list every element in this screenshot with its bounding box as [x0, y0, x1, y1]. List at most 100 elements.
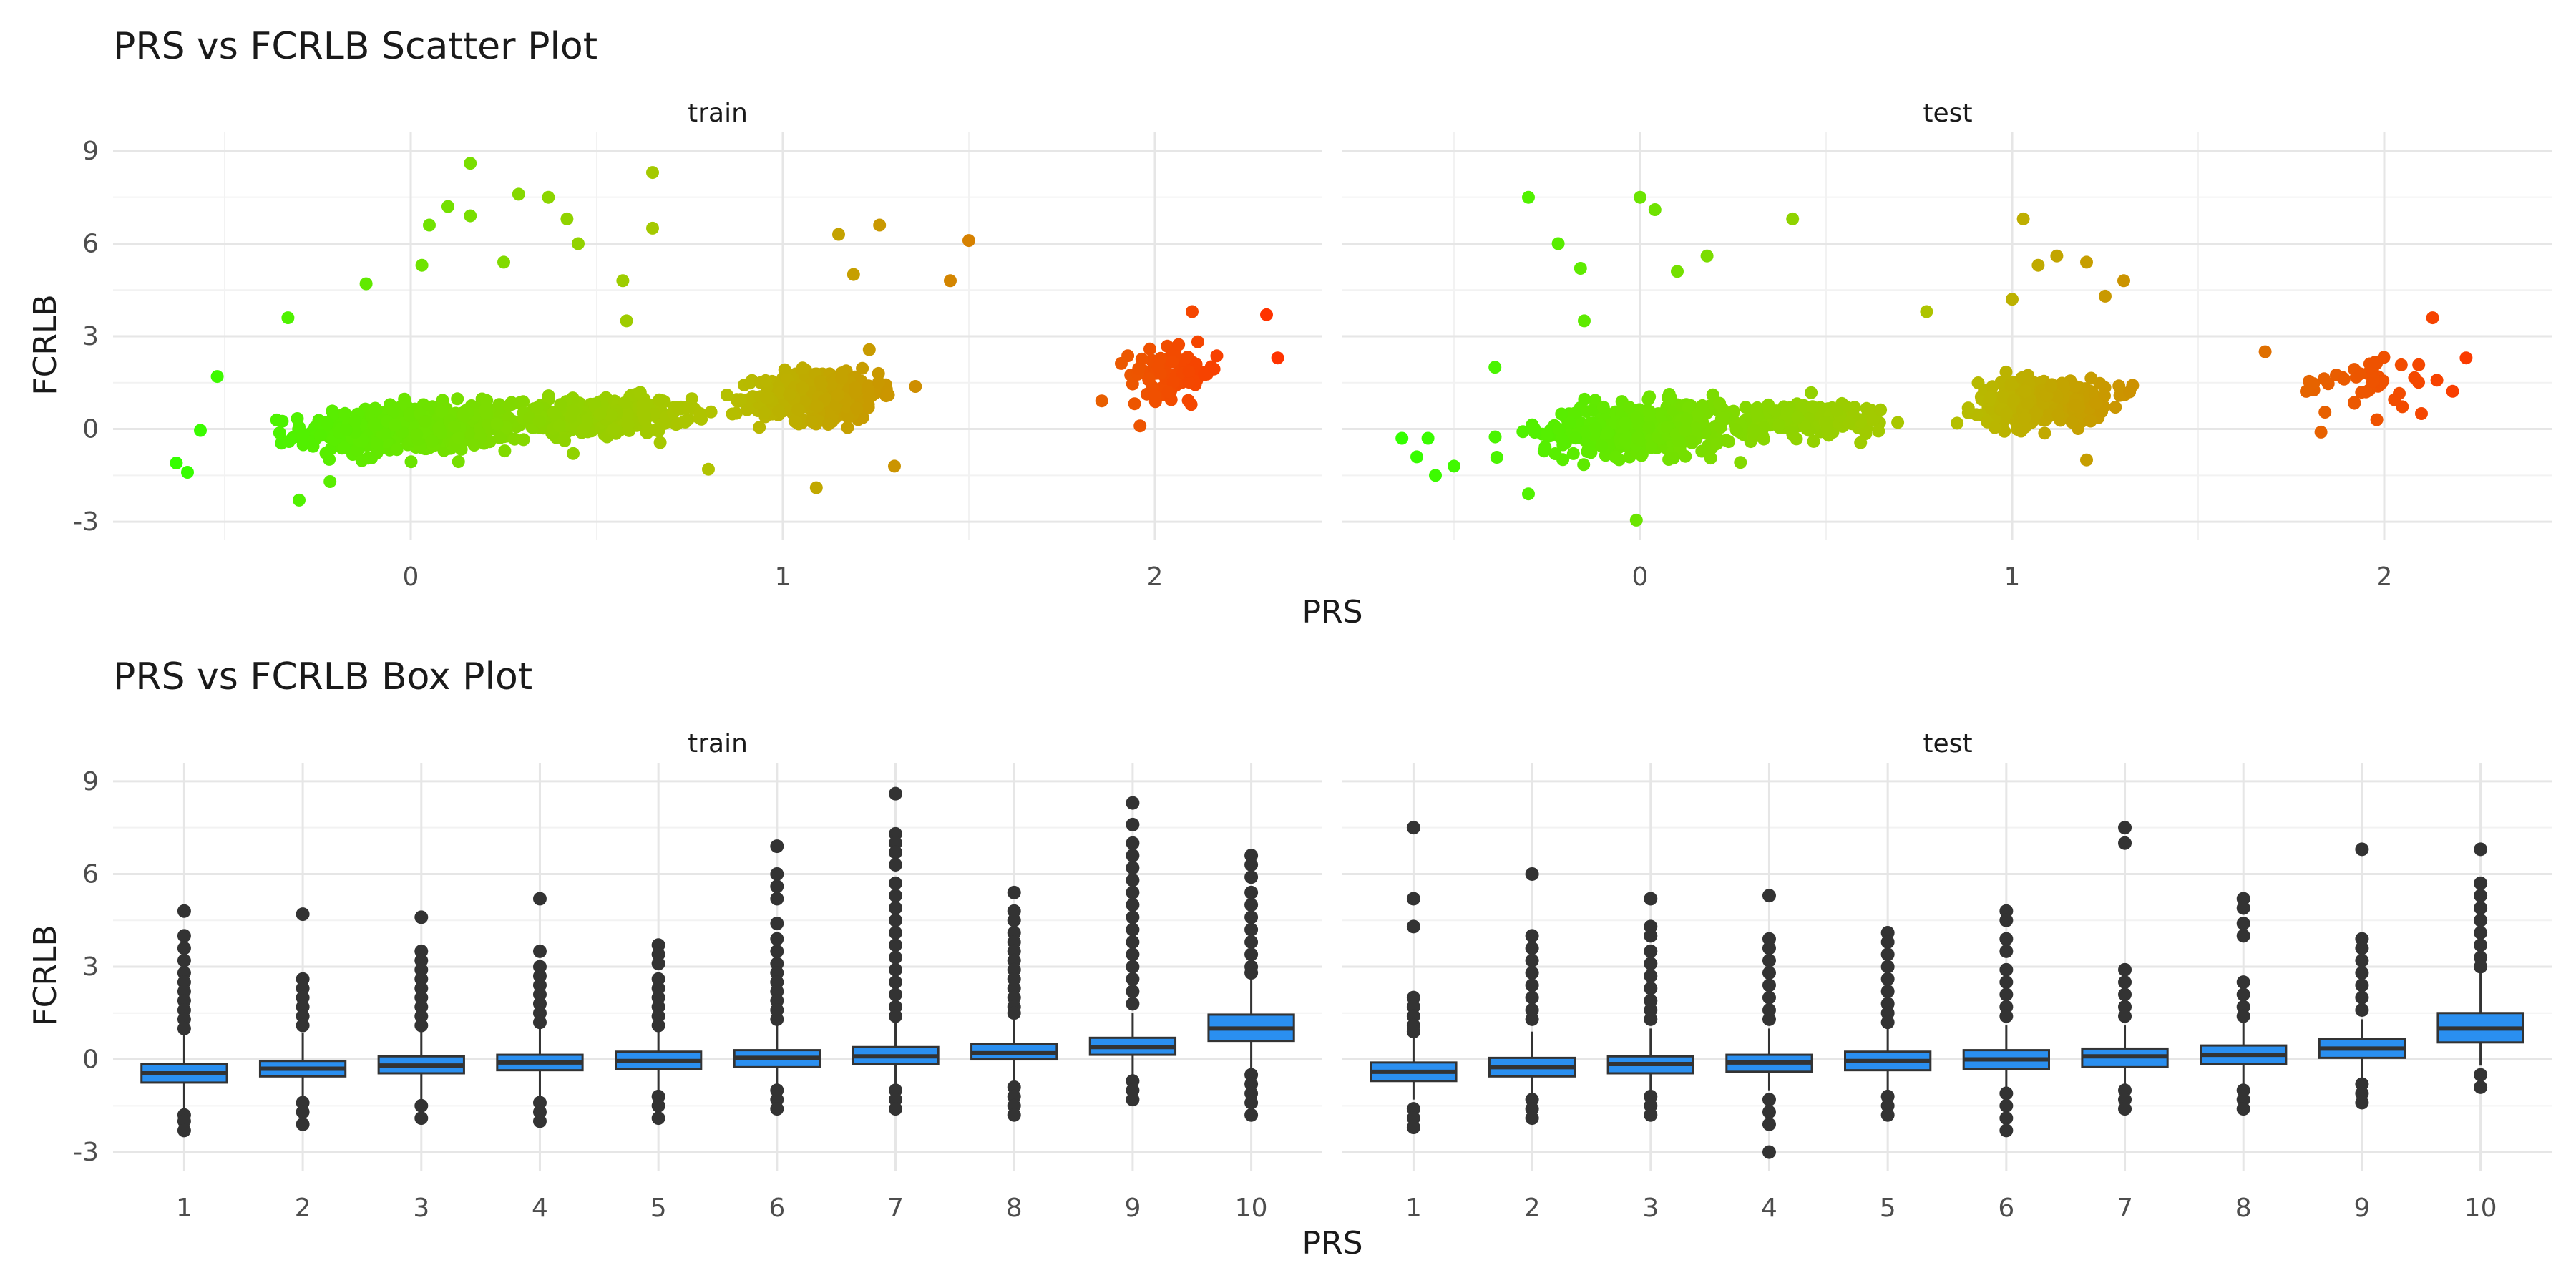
scatter-point — [646, 166, 659, 180]
scatter-point — [2018, 412, 2031, 426]
scatter-point — [1522, 487, 1535, 501]
scatter-point — [2031, 258, 2045, 272]
box-outlier — [1644, 892, 1658, 906]
scatter-point — [1660, 420, 1674, 434]
scatter-point — [558, 434, 572, 447]
scatter-point — [1622, 400, 1636, 414]
box-outlier — [1126, 910, 1140, 924]
scatter-point — [758, 406, 771, 420]
scatter-point — [850, 401, 864, 415]
scatter-point — [369, 401, 382, 415]
scatter-point — [296, 438, 310, 452]
box-outlier — [532, 944, 547, 958]
scatter-x-tick-label: 2 — [1147, 562, 1163, 592]
scatter-point — [293, 493, 306, 507]
box-outlier — [414, 1098, 429, 1113]
scatter-point — [1710, 437, 1724, 451]
box-outlier — [2355, 842, 2369, 857]
scatter-point — [811, 399, 824, 413]
box-outlier — [889, 987, 903, 1002]
scatter-point — [1734, 456, 1747, 469]
scatter-point — [753, 421, 766, 434]
box-outlier — [2236, 1009, 2250, 1023]
box-outlier — [889, 938, 903, 952]
scatter-point — [2314, 425, 2328, 439]
scatter-point — [653, 393, 666, 406]
box-outlier — [770, 892, 784, 906]
scatter-point — [532, 414, 546, 428]
scatter-point — [386, 405, 400, 419]
box-outlier — [177, 929, 191, 943]
scatter-point — [2112, 379, 2126, 393]
scatter-point — [560, 212, 574, 225]
scatter-point — [1207, 362, 1221, 376]
scatter-point — [1619, 416, 1632, 430]
box-outlier — [1644, 929, 1658, 943]
scatter-point — [552, 419, 566, 433]
box-y-tick-label: 0 — [82, 1045, 99, 1075]
box-outlier — [1126, 997, 1140, 1011]
box-outlier — [1762, 1093, 1776, 1107]
box-outlier — [889, 1102, 903, 1116]
box-x-tick-label: 2 — [295, 1194, 311, 1223]
scatter-point — [2367, 374, 2380, 387]
box-outlier — [1126, 985, 1140, 999]
scatter-point — [170, 457, 183, 469]
scatter-point — [772, 404, 786, 418]
box-outlier — [1525, 941, 1539, 955]
scatter-point — [1630, 411, 1644, 424]
box-outlier — [1525, 867, 1539, 881]
box-outlier — [1126, 935, 1140, 949]
scatter-point — [783, 388, 796, 401]
scatter-point — [1806, 400, 1820, 414]
scatter-point — [2038, 426, 2051, 440]
scatter-point — [1619, 434, 1632, 447]
box-outlier — [1762, 990, 1776, 1005]
scatter-point — [1729, 423, 1743, 436]
box-y-tick-label: -3 — [73, 1138, 99, 1167]
scatter-point — [1563, 416, 1576, 429]
box-outlier — [2474, 926, 2488, 940]
box-x-tick-label: 4 — [1761, 1194, 1777, 1223]
scatter-point — [467, 439, 481, 452]
scatter-point — [1920, 305, 1933, 318]
box-outlier — [2118, 962, 2132, 977]
box-outlier — [2474, 960, 2488, 974]
box-outlier — [1007, 913, 1021, 927]
box-x-tick-label: 8 — [2235, 1194, 2252, 1223]
scatter-point — [1448, 459, 1460, 473]
scatter-title: PRS vs FCRLB Scatter Plot — [113, 25, 597, 68]
scatter-point — [281, 311, 295, 325]
scatter-point — [1184, 398, 1198, 411]
scatter-point — [547, 406, 560, 419]
box-outlier — [1525, 929, 1539, 943]
scatter-point — [789, 415, 803, 429]
box-outlier — [2355, 1002, 2369, 1017]
scatter-point — [2353, 367, 2367, 381]
scatter-point — [410, 428, 424, 441]
box-x-axis-title: PRS — [1302, 1225, 1362, 1262]
scatter-point — [2258, 345, 2272, 358]
scatter-point — [542, 190, 555, 204]
box-outlier — [651, 1098, 665, 1113]
scatter-point — [2084, 371, 2098, 385]
scatter-point — [1488, 430, 1502, 444]
scatter-point — [821, 418, 835, 431]
scatter-point — [593, 407, 607, 421]
scatter-point — [638, 409, 651, 423]
box-outlier — [1999, 1009, 2014, 1023]
scatter-point — [337, 441, 351, 454]
box-outlier — [1126, 972, 1140, 986]
box-outlier — [889, 889, 903, 903]
box-outlier — [2474, 938, 2488, 952]
box-outlier — [177, 941, 191, 955]
box-outlier — [1525, 1111, 1539, 1126]
scatter-point — [2089, 396, 2102, 410]
scatter-point — [1581, 445, 1594, 459]
scatter-point — [497, 255, 510, 269]
scatter-point — [1634, 190, 1646, 204]
scatter-point — [1552, 423, 1566, 436]
scatter-point — [1429, 469, 1442, 482]
box-outlier — [2118, 821, 2132, 835]
